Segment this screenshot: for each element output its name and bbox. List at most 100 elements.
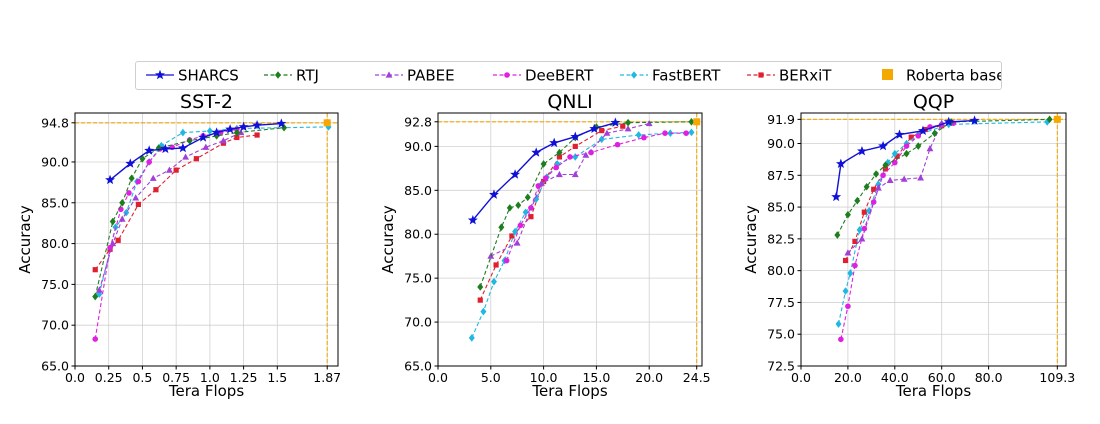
- qqp-deebert-point-2: [852, 262, 858, 269]
- sst-2-xtick-label-4: 1.0: [200, 370, 220, 385]
- sst-2-berxit-line: [94, 134, 258, 271]
- qnli-ytick-label-3: 80.0: [404, 227, 432, 242]
- qnli-series-berxit: [477, 123, 626, 303]
- qqp-pabee-point-6: [926, 144, 934, 152]
- sst-2-ytick-label-6: 94.8: [41, 115, 69, 130]
- sst-2-pabee-point-6: [182, 153, 189, 160]
- sst-2-fastbert-point-7: [206, 127, 213, 135]
- sst-2-deebert-point-4: [135, 178, 142, 185]
- qqp-berxit-point-2: [861, 209, 867, 215]
- qnli-title: QNLI: [547, 91, 592, 113]
- qqp-xtick-label-5: 109.3: [1039, 370, 1075, 385]
- qnli-pabee-point-2: [538, 179, 545, 186]
- qqp-xtick-label-4: 80.0: [975, 370, 1003, 385]
- sst-2-fastbert-point-5: [158, 141, 165, 150]
- qnli-deebert-point-6: [567, 154, 573, 160]
- sst-2-series-pabee: [95, 128, 245, 293]
- sst-2-berxit-point-8: [234, 134, 240, 141]
- sst-2-sharcs-point-0: [105, 174, 116, 185]
- sst-2-rtj-point-6: [186, 136, 193, 145]
- qqp-berxit-point-1: [852, 238, 858, 245]
- qnli-sharcs-point-1: [489, 189, 499, 199]
- qqp-fastbert-point-1: [842, 287, 849, 295]
- qnli-rtj-point-4: [524, 193, 531, 202]
- qqp-xlabel: Tera Flops: [895, 382, 971, 400]
- sst-2-ytick-label-5: 90.0: [41, 154, 69, 169]
- qnli-xtick-label-5: 24.5: [683, 370, 711, 385]
- qqp-roberta-base-point: [1053, 115, 1061, 123]
- sst-2-pabee-point-5: [166, 166, 173, 173]
- qqp-berxit-point-0: [842, 257, 849, 264]
- qqp-rtj-point-8: [931, 129, 938, 138]
- sst-2-berxit-point-5: [173, 167, 179, 173]
- qnli-xtick-label-4: 20.0: [635, 370, 663, 385]
- legend-marker-deebert: [504, 72, 510, 78]
- qnli-fastbert-point-13: [688, 128, 695, 137]
- sst-2-xtick-label-5: 1.25: [230, 370, 258, 385]
- sst-2-sharcs-point-3: [160, 143, 171, 154]
- legend-label-fastbert: FastBERT: [652, 67, 721, 85]
- qnli-xtick-label-0: 0.0: [428, 370, 448, 385]
- qnli-rtj-point-8: [593, 123, 600, 131]
- legend-marker-berxit: [758, 72, 764, 78]
- sst-2-xtick-label-0: 0.0: [65, 370, 85, 385]
- legend-label-rtj: RTJ: [296, 67, 319, 85]
- qqp-series-sharcs: [831, 115, 980, 202]
- sst-2-sharcs-point-10: [276, 118, 287, 128]
- sst-2-xlabel: Tera Flops: [168, 382, 244, 400]
- qqp-pabee-point-1: [858, 235, 866, 242]
- qnli-series-deebert: [503, 130, 689, 264]
- qnli-deebert-point-11: [683, 130, 689, 137]
- qnli-berxit-point-3: [528, 214, 534, 220]
- qqp-axes-frame: [800, 112, 1067, 367]
- qqp-rtj-point-7: [915, 142, 922, 150]
- qnli-ytick-label-0: 65.0: [404, 359, 432, 374]
- legend-marker-fastbert: [631, 71, 637, 79]
- qqp-pabee-point-4: [900, 175, 908, 182]
- sst-2-axes-frame: [74, 112, 339, 367]
- chart-qqp: 0.0 20.0 40.0 60.0 80.0 109.3 72.5 75.0 77.5 80.0…: [742, 91, 1075, 400]
- qqp-xtick-label-2: 40.0: [881, 370, 909, 385]
- qnli-fastbert-point-4: [512, 227, 519, 236]
- legend-label-deebert: DeeBERT: [525, 67, 594, 85]
- qqp-rtj-point-5: [882, 161, 889, 169]
- qnli-pabee-point-6: [603, 129, 611, 136]
- qqp-berxit-point-5: [894, 153, 900, 159]
- qqp-ytick-label-3: 80.0: [767, 263, 795, 278]
- sst-2-fastbert-line: [98, 126, 329, 295]
- qqp-pabee-point-3: [886, 176, 894, 183]
- sst-2-deebert-point-2: [118, 206, 124, 213]
- qnli-fastbert-line: [471, 131, 692, 339]
- qnli-sharcs-point-2: [510, 169, 521, 179]
- qnli-xlabel: Tera Flops: [531, 382, 607, 400]
- qqp-sharcs-point-3: [878, 140, 889, 151]
- legend-entry-roberta-base: Roberta base: [882, 67, 1005, 85]
- qqp-sharcs-point-4: [894, 129, 905, 139]
- sst-2-pabee-point-4: [149, 174, 157, 181]
- qqp-xtick-label-3: 60.0: [928, 370, 956, 385]
- sst-2-berxit-point-0: [92, 267, 98, 273]
- sst-2-ytick-label-3: 80.0: [41, 236, 69, 251]
- qnli-ytick-label-1: 70.0: [404, 315, 432, 330]
- qnli-rtj-point-3: [515, 201, 522, 210]
- qnli-deebert-point-7: [588, 149, 594, 156]
- qqp-deebert-point-3: [861, 225, 868, 232]
- qnli-sharcs-point-0: [467, 214, 478, 225]
- qqp-fastbert-point-3: [856, 226, 863, 234]
- qqp-series-rtj: [834, 115, 1053, 239]
- qqp-rtj-point-3: [863, 182, 870, 191]
- qnli-ytick-label-4: 85.0: [404, 183, 432, 198]
- qnli-fastbert-point-2: [490, 277, 497, 286]
- sst-2-rtj-point-1: [109, 217, 116, 226]
- sst-2-roberta-base-point: [323, 119, 331, 127]
- qnli-fastbert-point-6: [533, 195, 540, 203]
- sst-2-series-sharcs: [105, 118, 287, 185]
- qqp-rtj-point-10: [1046, 115, 1053, 124]
- qnli-rtj-point-2: [506, 204, 513, 212]
- qqp-fastbert-point-7: [891, 149, 898, 158]
- qqp-ytick-label-1: 75.0: [767, 327, 795, 342]
- qqp-rtj-point-1: [844, 210, 851, 219]
- qnli-berxit-point-7: [599, 127, 605, 134]
- qnli-pabee-point-7: [624, 125, 632, 132]
- qnli-xtick-label-2: 10.0: [530, 370, 558, 385]
